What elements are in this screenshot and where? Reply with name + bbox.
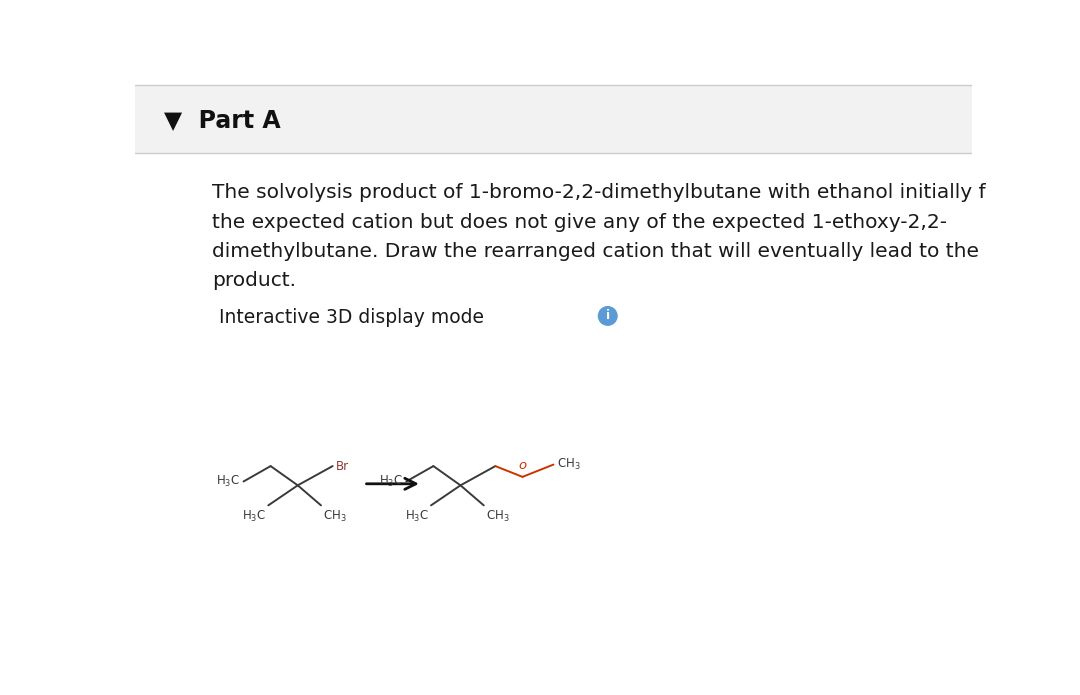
Text: product.: product. bbox=[213, 271, 297, 291]
Text: H$_3$C: H$_3$C bbox=[216, 474, 241, 489]
Circle shape bbox=[598, 306, 617, 325]
Text: CH$_3$: CH$_3$ bbox=[323, 509, 347, 523]
Text: Interactive 3D display mode: Interactive 3D display mode bbox=[218, 309, 484, 327]
Text: dimethylbutane. Draw the rearranged cation that will eventually lead to the: dimethylbutane. Draw the rearranged cati… bbox=[213, 242, 980, 261]
Text: H$_3$C: H$_3$C bbox=[242, 509, 266, 523]
Text: the expected cation but does not give any of the expected 1-ethoxy-2,2-: the expected cation but does not give an… bbox=[213, 213, 947, 231]
Text: CH$_3$: CH$_3$ bbox=[486, 509, 510, 523]
Text: i: i bbox=[606, 309, 610, 322]
Bar bbox=[135, 85, 972, 153]
Text: o: o bbox=[518, 459, 527, 472]
Text: CH$_3$: CH$_3$ bbox=[556, 457, 580, 472]
Text: ▼  Part A: ▼ Part A bbox=[164, 108, 281, 131]
Text: H$_3$C: H$_3$C bbox=[379, 474, 403, 489]
Text: The solvolysis product of 1-bromo-2,2-dimethylbutane with ethanol initially f: The solvolysis product of 1-bromo-2,2-di… bbox=[213, 183, 986, 202]
Text: Br: Br bbox=[336, 459, 349, 473]
Text: H$_3$C: H$_3$C bbox=[405, 509, 429, 523]
